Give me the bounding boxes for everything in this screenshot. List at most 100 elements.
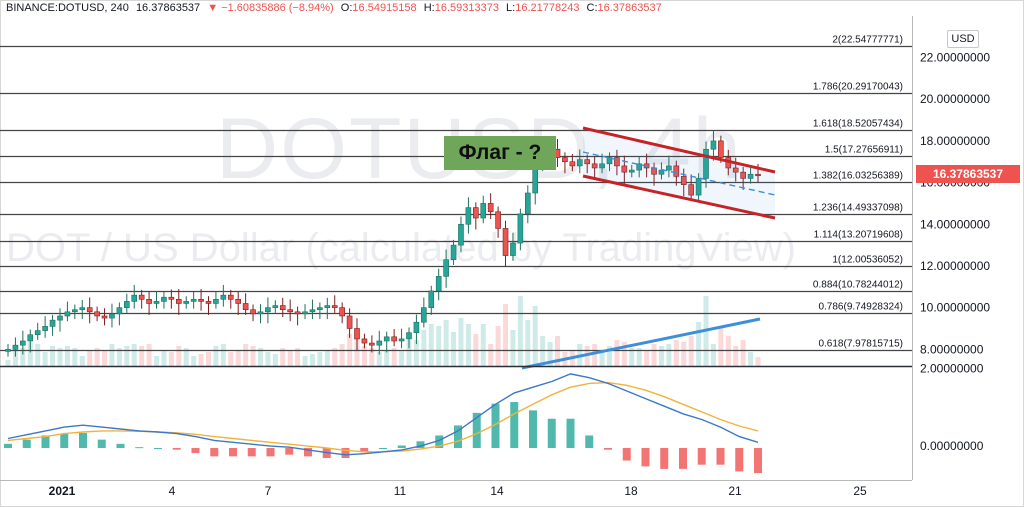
fib-label-3: 1.5(17.27656911) — [825, 145, 903, 156]
volume-bar — [250, 346, 256, 366]
volume-bar — [361, 346, 367, 366]
volume-bar — [42, 352, 48, 366]
candle-body — [755, 173, 761, 177]
macd-histogram-bar — [172, 448, 181, 450]
volume-bar — [168, 352, 174, 366]
candle-body — [576, 159, 583, 167]
volume-bar — [606, 346, 612, 366]
candle-body — [636, 163, 642, 171]
volume-bar — [64, 346, 70, 366]
candle-body — [591, 163, 598, 169]
fibonacci-levels[interactable]: 2(22.54777771) 1.786(20.29170043) 1.618(18… — [0, 35, 912, 352]
candle-body — [413, 321, 420, 333]
macd-histogram-bar — [604, 448, 612, 450]
volume-bar — [532, 306, 538, 366]
volume-bar — [629, 348, 635, 366]
fib-label-6: 1.114(13.20719608) — [814, 230, 903, 241]
macd-histogram-bar — [697, 448, 706, 465]
candle-body — [175, 299, 182, 304]
flag-annotation[interactable]: Флаг - ? — [444, 136, 556, 170]
volume-bar — [72, 348, 78, 366]
macd-histogram-bar — [510, 402, 519, 448]
macd-histogram-bar — [660, 448, 669, 469]
time-tick-label: 25 — [853, 484, 867, 498]
candle-body — [49, 319, 56, 327]
volume-bar — [666, 344, 672, 366]
volume-bar — [510, 330, 516, 366]
volume-bar — [124, 346, 130, 366]
symbol-header: BINANCE:DOTUSD, 240 16.37863537 ▼ −1.608… — [6, 1, 662, 15]
macd-pane — [0, 365, 912, 474]
trendline-group[interactable] — [521, 317, 761, 370]
candle-body — [153, 301, 160, 304]
volume-bar — [205, 352, 211, 366]
fib-label-7: 1(12.00536052) — [832, 255, 903, 266]
currency-button[interactable]: USD — [947, 30, 979, 48]
volume-bar — [332, 348, 338, 366]
candle-body — [383, 336, 390, 342]
candle-body — [680, 176, 687, 185]
symbol-label[interactable]: BINANCE:DOTUSD, 240 — [6, 2, 129, 14]
candle-body — [562, 157, 568, 163]
volume-bar — [384, 350, 390, 366]
volume-bar — [399, 350, 405, 366]
candle-body — [621, 165, 628, 173]
candle-body — [428, 290, 435, 308]
macd-histogram-bar — [622, 448, 631, 461]
candle-body — [101, 315, 108, 319]
candle-body — [710, 140, 717, 150]
volume-bar — [369, 348, 375, 366]
volume-bar — [480, 324, 486, 366]
volume-bar — [547, 342, 553, 366]
candle-body — [732, 167, 739, 173]
candle-body — [584, 159, 591, 165]
volume-bar — [272, 354, 278, 366]
candle-body — [124, 301, 130, 308]
fib-label-0: 2(22.54777771) — [832, 35, 903, 46]
volume-bar — [183, 348, 189, 366]
flag-channel[interactable] — [582, 126, 776, 220]
candle-body — [695, 178, 702, 196]
price-tick-label: 12.00000000 — [920, 259, 990, 273]
macd-histogram-bar — [566, 418, 575, 448]
candle-body — [487, 203, 494, 213]
macd-histogram-bar — [679, 448, 687, 469]
candle-body — [146, 299, 152, 304]
time-tick-label: 2021 — [49, 484, 76, 498]
volume-bar — [718, 326, 724, 366]
candle-body — [294, 311, 301, 315]
candle-body — [324, 305, 331, 308]
macd-histogram-bar — [454, 425, 462, 448]
volume-bar — [27, 342, 33, 366]
fib-label-2: 1.618(18.52057434) — [813, 119, 903, 130]
candle-body — [235, 299, 241, 304]
candle-body — [346, 315, 353, 329]
volume-bar — [681, 342, 687, 366]
candle-body — [57, 315, 63, 321]
macd-tick-label: 0.00000000 — [920, 439, 984, 453]
candle-body — [443, 259, 449, 277]
time-tick-label: 14 — [490, 484, 504, 498]
candle-body — [421, 307, 427, 323]
volume-bar — [243, 344, 249, 366]
time-tick-label: 7 — [265, 484, 272, 498]
candle-body — [138, 294, 145, 300]
candle-body — [473, 207, 479, 219]
price-tick-label: 18.00000000 — [920, 134, 990, 148]
candle-body — [317, 307, 323, 311]
macd-histogram-bar — [285, 448, 294, 455]
volume-bar — [644, 350, 650, 366]
volume-bar — [458, 318, 464, 366]
volume-bar — [50, 346, 56, 366]
volume-bar — [287, 350, 293, 366]
volume-bar — [235, 350, 241, 366]
volume-bar — [191, 356, 197, 366]
last-price: 16.37863537 — [135, 2, 201, 14]
candle-body — [12, 344, 19, 350]
macd-histogram-bar — [585, 435, 594, 448]
candle-body — [435, 276, 442, 292]
candle-body — [190, 299, 197, 302]
volume-bar — [20, 348, 26, 366]
volume-bar — [280, 348, 286, 366]
